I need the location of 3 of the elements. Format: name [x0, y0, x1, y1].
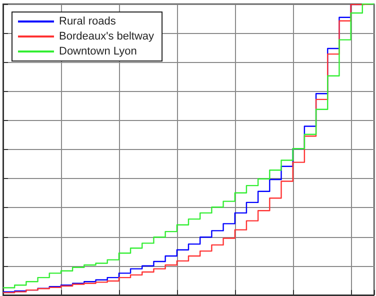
legend-label: Bordeaux's beltway — [59, 30, 155, 42]
legend-label: Rural roads — [59, 16, 116, 28]
legend-label: Downtown Lyon — [59, 46, 137, 58]
